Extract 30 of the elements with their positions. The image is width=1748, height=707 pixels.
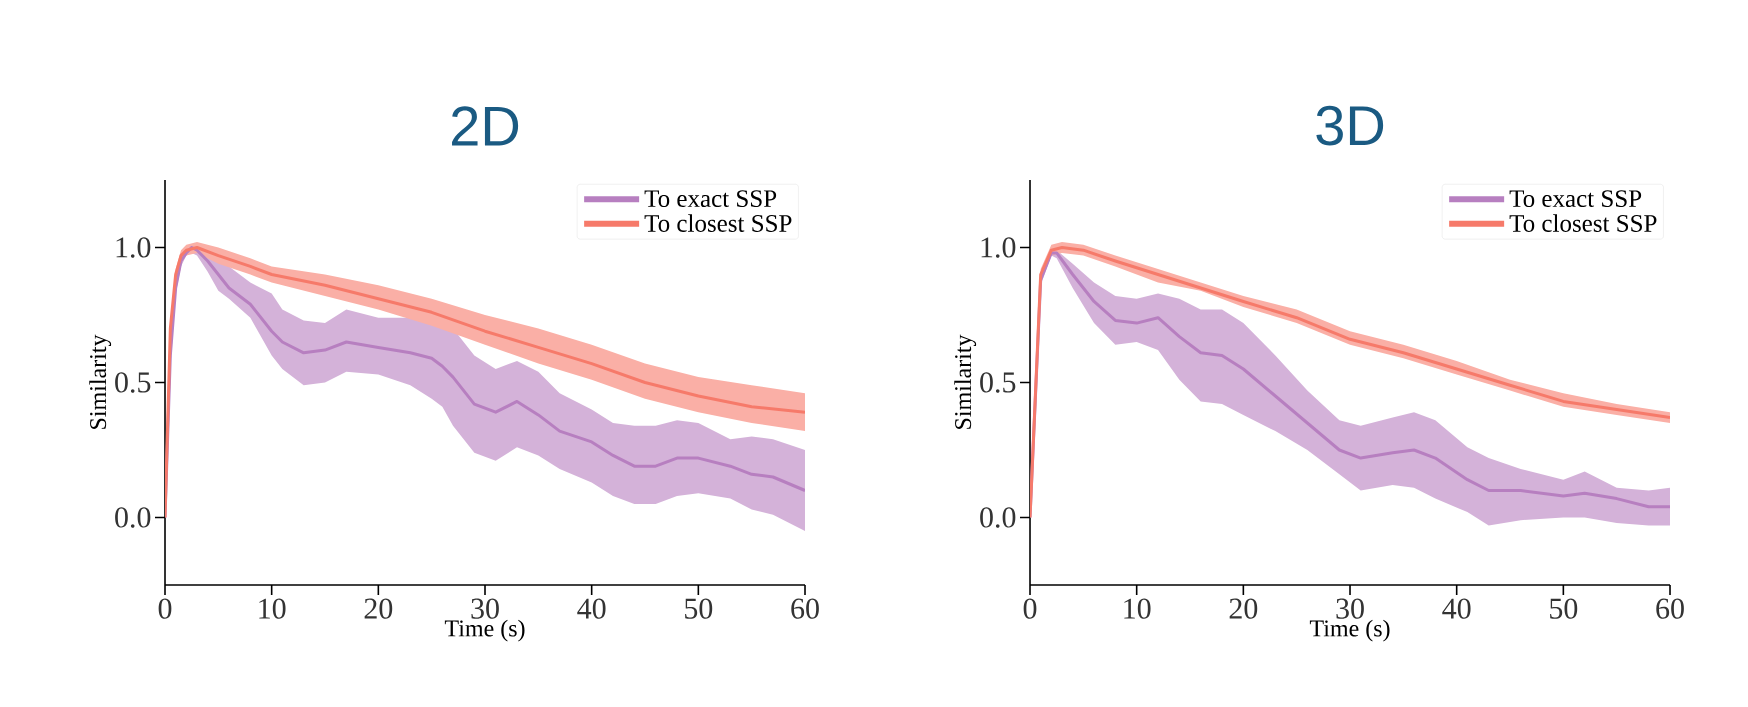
y-tick-label: 1.0 bbox=[981, 237, 1016, 258]
x-tick-label: 30 bbox=[471, 598, 499, 619]
legend-label: To exact SSP bbox=[1509, 190, 1642, 208]
x-tick-label: 60 bbox=[791, 598, 819, 619]
legend-label: To exact SSP bbox=[644, 190, 777, 208]
x-tick-label: 20 bbox=[1229, 598, 1258, 619]
x-tick-label: 40 bbox=[577, 598, 606, 619]
y-axis-title: Similarity bbox=[954, 334, 977, 429]
x-tick-label: 10 bbox=[1124, 598, 1151, 619]
x-tick-label: 60 bbox=[1656, 598, 1684, 619]
chart-title: 2D bbox=[452, 106, 519, 146]
x-tick-label: 30 bbox=[1336, 598, 1364, 619]
legend-label: To closest SSP bbox=[644, 214, 792, 232]
x-tick-label: 40 bbox=[1442, 598, 1471, 619]
x-tick-label: 20 bbox=[364, 598, 393, 619]
legend-label: To closest SSP bbox=[1509, 214, 1657, 232]
x-tick-label: 50 bbox=[1550, 598, 1578, 619]
y-tick-label: 0.0 bbox=[115, 507, 151, 528]
x-tick-label: 0 bbox=[158, 598, 172, 619]
x-axis-title: Time (s) bbox=[1309, 619, 1390, 642]
chart-title: 3D bbox=[1316, 105, 1384, 146]
x-tick-label: 10 bbox=[259, 598, 286, 619]
y-tick-label: 0.5 bbox=[980, 372, 1016, 393]
y-axis-title: Similarity bbox=[89, 334, 112, 429]
x-tick-label: 0 bbox=[1023, 598, 1037, 619]
y-tick-label: 0.5 bbox=[115, 372, 151, 393]
x-axis-title: Time (s) bbox=[444, 619, 525, 642]
y-tick-label: 0.0 bbox=[980, 507, 1016, 528]
y-tick-label: 1.0 bbox=[116, 237, 151, 258]
x-tick-label: 50 bbox=[685, 598, 713, 619]
